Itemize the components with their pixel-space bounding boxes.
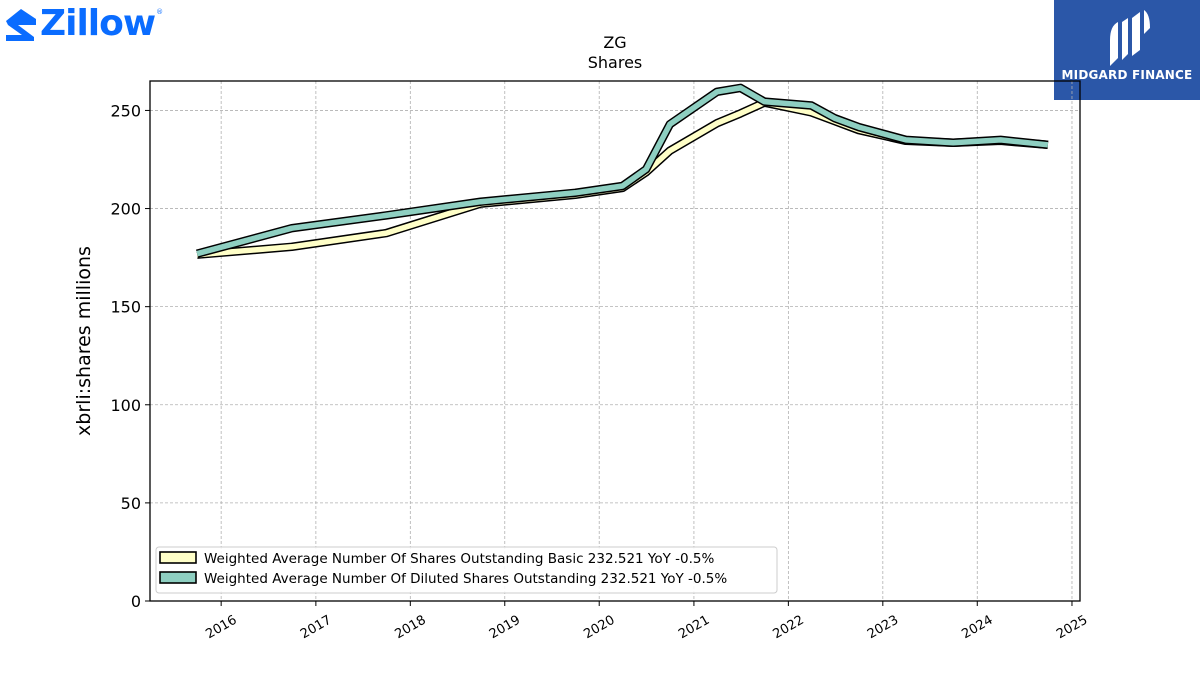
series-layer [195,83,1049,259]
y-tick-label: 0 [131,592,141,611]
chart-legend: Weighted Average Number Of Shares Outsta… [155,546,778,594]
y-axis-label: xbrli:shares millions [73,246,95,436]
series-basic-line [196,99,1049,258]
midgard-finance-badge: MIDGARD FINANCE [1054,0,1200,100]
x-tick-label: 2016 [203,613,239,643]
zillow-logo: Zillow ® [4,4,163,44]
x-tick-label: 2024 [959,613,995,643]
chart-subtitle: Shares [588,53,643,72]
legend-entry-label: Weighted Average Number Of Diluted Share… [204,571,727,587]
legend-swatch [159,551,197,564]
legend-entry-label: Weighted Average Number Of Shares Outsta… [204,551,715,567]
chart-grid [150,81,1080,602]
legend-swatch [159,571,197,584]
x-tick-label: 2022 [771,613,807,643]
y-tick-label: 200 [110,200,141,219]
brand-text: MIDGARD FINANCE [1061,68,1193,82]
series-diluted-line-outline [195,83,1049,258]
x-tick-label: 2023 [865,613,901,643]
chart-title: ZG [603,33,626,52]
x-tick-label: 2019 [487,613,523,643]
midgard-pillars-icon [1110,10,1150,66]
logo-registered-mark: ® [156,8,164,16]
logo-text: Zillow [40,3,156,44]
series-diluted-line [196,85,1049,257]
series-basic-line-outline [196,98,1049,259]
y-tick-label: 50 [121,494,141,513]
x-tick-label: 2021 [676,613,712,643]
y-tick-label: 150 [110,298,141,317]
x-tick-label: 2018 [392,613,428,643]
legend-box [155,546,778,594]
x-tick-label: 2017 [298,613,334,643]
y-tick-label: 250 [110,101,141,120]
plot-frame [149,80,1081,602]
x-tick-label: 2020 [581,613,617,643]
y-tick-label: 100 [110,396,141,415]
x-tick-label: 2025 [1054,613,1090,643]
zillow-house-icon [6,9,36,41]
